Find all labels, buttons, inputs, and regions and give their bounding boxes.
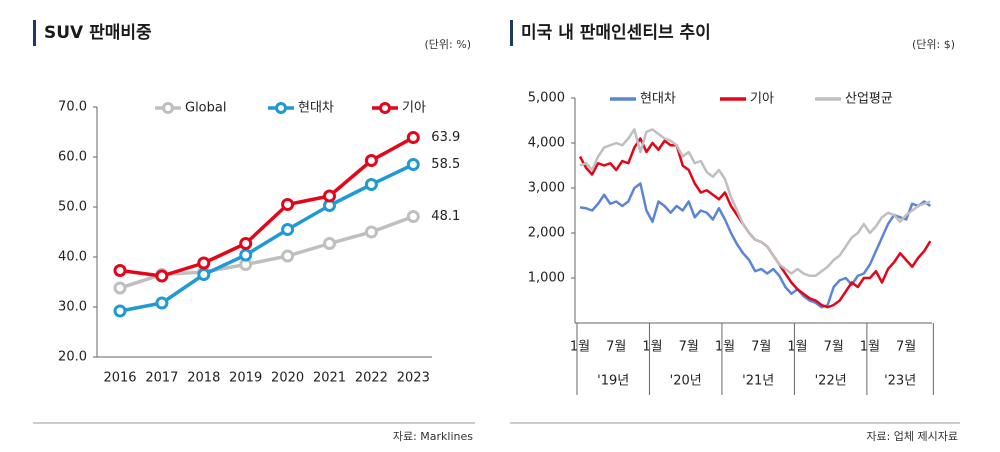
point-marker: [113, 264, 127, 277]
group-label: '19년: [597, 374, 629, 389]
point-marker: [155, 269, 169, 283]
x-tick-label: 2019: [229, 371, 262, 386]
x-tick-label: 1월: [860, 340, 880, 355]
y-tick-label: 70.0: [58, 100, 87, 115]
y-tick-label: 2,000: [528, 226, 565, 241]
source: 자료: Marklines: [393, 430, 473, 443]
point-marker: [281, 198, 295, 211]
legend-label: 기아: [750, 92, 774, 107]
point-marker: [113, 281, 127, 295]
legend-label: Global: [185, 101, 226, 116]
x-tick-label: 7월: [824, 340, 844, 355]
legend-marker: [162, 102, 174, 114]
x-tick-label: 2023: [397, 371, 430, 386]
x-tick-label: 1월: [642, 340, 662, 355]
point-marker: [281, 249, 295, 263]
x-tick-label: 7월: [751, 340, 771, 355]
x-tick-label: 2016: [103, 371, 136, 386]
point-marker: [197, 268, 211, 281]
point-marker: [364, 225, 378, 239]
x-tick-label: 2021: [313, 371, 346, 386]
data-label: 58.5: [431, 157, 460, 172]
y-tick-label: 50.0: [58, 200, 87, 215]
point-marker: [113, 304, 127, 318]
y-tick-label: 5,000: [528, 91, 565, 106]
point-marker: [239, 248, 253, 262]
legend-label: 현대차: [640, 92, 676, 107]
x-tick-label: 2022: [355, 371, 388, 386]
y-tick-label: 20.0: [58, 350, 87, 365]
chart-title: 미국 내 판매인센티브 추이: [521, 23, 711, 43]
x-tick-label: 1월: [715, 340, 735, 355]
legend-marker: [379, 102, 391, 114]
source: 자료: 업체 제시자료: [866, 430, 958, 443]
y-tick-label: 3,000: [528, 181, 565, 196]
legend-label: 기아: [402, 101, 426, 116]
title-bar: [33, 20, 36, 46]
unit-label: (단위: %): [425, 38, 471, 51]
point-marker: [406, 158, 420, 171]
point-marker: [155, 296, 169, 310]
y-tick-label: 30.0: [58, 300, 87, 315]
y-tick-label: 60.0: [58, 150, 87, 165]
series-line: [119, 162, 415, 313]
legend-label: 산업평균: [845, 92, 893, 107]
x-tick-label: 1월: [787, 340, 807, 355]
legend-label: 현대차: [298, 101, 334, 116]
x-tick-label: 2017: [145, 371, 178, 386]
point-marker: [406, 131, 420, 144]
series-line: [579, 182, 932, 309]
point-marker: [239, 237, 253, 250]
series-line: [579, 128, 931, 277]
x-tick-label: 7월: [679, 340, 699, 355]
point-marker: [281, 223, 295, 236]
group-label: '22년: [815, 374, 847, 389]
series-line: [119, 135, 415, 278]
point-marker: [197, 256, 211, 270]
point-marker: [323, 237, 336, 250]
x-tick-label: 2020: [271, 371, 304, 386]
x-tick-label: 7월: [606, 340, 626, 355]
y-tick-label: 4,000: [528, 136, 565, 151]
x-tick-label: 7월: [896, 340, 916, 355]
x-tick-label: 1월: [570, 340, 590, 355]
legend-marker: [275, 102, 287, 114]
y-tick-label: 40.0: [58, 250, 87, 265]
data-label: 48.1: [431, 209, 460, 224]
point-marker: [406, 210, 420, 223]
group-label: '21년: [742, 374, 774, 389]
group-label: '20년: [670, 374, 702, 389]
chart-title: SUV 판매비중: [44, 23, 152, 43]
point-marker: [364, 178, 378, 191]
point-marker: [323, 189, 336, 203]
x-tick-label: 2018: [187, 371, 220, 386]
group-label: '23년: [884, 374, 916, 389]
y-tick-label: 1,000: [528, 271, 565, 286]
point-marker: [364, 154, 378, 167]
unit-label: (단위: $): [912, 38, 955, 51]
data-label: 63.9: [431, 130, 460, 145]
title-bar: [510, 20, 513, 46]
